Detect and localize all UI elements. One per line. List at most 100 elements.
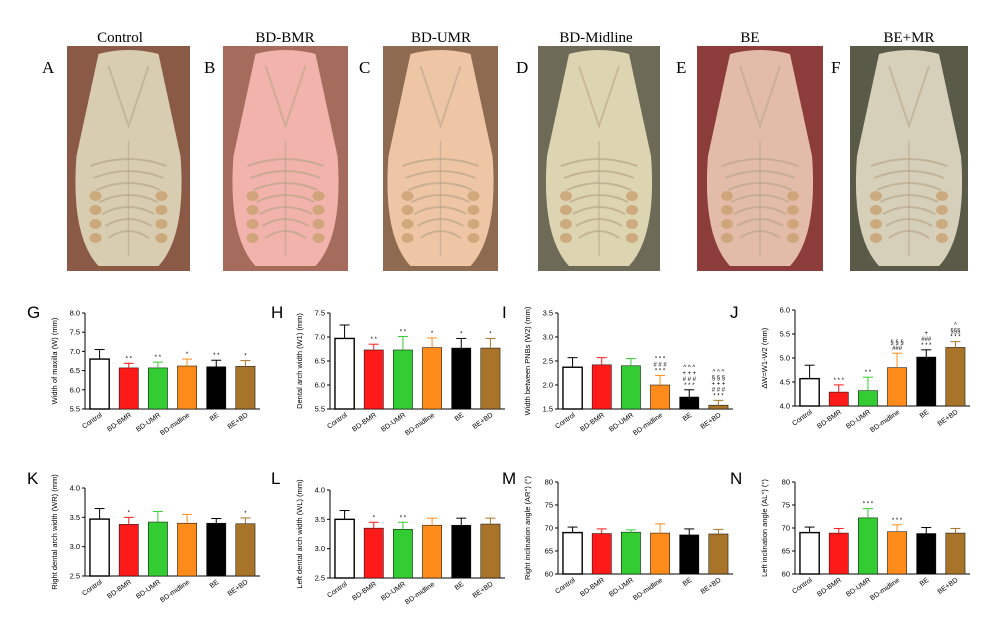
x-tick-label: Control bbox=[554, 412, 577, 431]
x-tick-label: BE+BD bbox=[472, 581, 495, 600]
palate-photo-b bbox=[223, 46, 348, 271]
bar-be bbox=[451, 524, 472, 579]
y-tick-label: 3.5 bbox=[315, 515, 325, 524]
bar-be+bd bbox=[480, 347, 501, 410]
x-tick-label: BE bbox=[682, 577, 694, 588]
x-tick-label: BE+BD bbox=[700, 577, 723, 596]
x-tick-label: BE bbox=[209, 412, 221, 423]
chart-letter-m: M bbox=[502, 469, 516, 488]
significance-mark: * bbox=[489, 331, 492, 337]
x-tick-label: BE bbox=[682, 412, 694, 423]
significance-mark: ^ ^ ^ bbox=[713, 369, 725, 375]
significance-mark: + + + bbox=[682, 371, 696, 377]
bar-bd-bmr bbox=[118, 524, 139, 577]
x-tick-label: BE+BD bbox=[937, 409, 960, 428]
significance-mark: §§§ bbox=[950, 329, 960, 335]
bar-bd-umr bbox=[393, 529, 413, 579]
x-tick-label: BD-midline bbox=[869, 409, 901, 434]
y-tick-label: 5.0 bbox=[780, 354, 790, 363]
chart-letter-g: G bbox=[27, 303, 40, 322]
x-tick-label: BD-midline bbox=[869, 577, 901, 602]
y-tick-label: 6.0 bbox=[780, 306, 790, 315]
bar-bd-umr bbox=[621, 365, 641, 410]
x-tick-label: BD-midline bbox=[159, 579, 191, 604]
x-tick-label: BD-UMR bbox=[135, 579, 162, 601]
x-tick-label: BE bbox=[919, 409, 931, 420]
y-tick-label: 3.5 bbox=[70, 513, 80, 522]
palate-photo-c bbox=[383, 46, 498, 271]
bar-be bbox=[679, 534, 700, 575]
bar-bd-midline bbox=[422, 347, 442, 410]
significance-mark: ^ ^ ^ bbox=[683, 365, 695, 371]
bar-be+bd bbox=[235, 523, 256, 577]
y-axis-label: Left dental arch width (WL) (mm) bbox=[295, 479, 304, 589]
bar-bd-bmr bbox=[828, 532, 849, 575]
significance-mark: * * * bbox=[950, 335, 961, 341]
significance-mark: * bbox=[128, 510, 131, 516]
chart-j: J ∆W=W1-W2 (mm) 4.0 4.5 5.0 5.5 6.0 Control * * … bbox=[730, 303, 970, 434]
y-tick-label: 80 bbox=[782, 478, 790, 487]
x-tick-label: BE+BD bbox=[472, 412, 495, 431]
y-tick-label: 60 bbox=[782, 570, 790, 579]
y-tick-label: 7.0 bbox=[315, 333, 325, 342]
chart-letter-i: I bbox=[502, 303, 507, 322]
x-tick-label: BD-BMR bbox=[351, 581, 378, 603]
x-tick-label: BD-midline bbox=[404, 581, 436, 606]
bar-be bbox=[206, 366, 227, 410]
y-tick-label: 65 bbox=[545, 547, 553, 556]
significance-mark: * * bbox=[400, 330, 407, 336]
chart-k: K Right dental arch width (WR) (mm) 2.5 3.0… bbox=[27, 469, 260, 604]
photo-title-3: BD-Midline bbox=[559, 30, 633, 46]
bar-bd-umr bbox=[858, 390, 878, 407]
significance-mark: * * * bbox=[834, 378, 845, 384]
panel-letter-d: D bbox=[516, 58, 529, 77]
bar-bd-bmr bbox=[591, 533, 612, 575]
y-tick-label: 4.0 bbox=[780, 402, 790, 411]
bar-be+bd bbox=[708, 404, 729, 410]
x-tick-label: BD-UMR bbox=[380, 581, 407, 603]
y-tick-label: 70 bbox=[782, 524, 790, 533]
panel-letter-a: A bbox=[42, 58, 55, 77]
y-tick-label: 2.0 bbox=[543, 381, 553, 390]
significance-mark: * * * bbox=[713, 393, 724, 399]
x-tick-label: Control bbox=[791, 577, 814, 596]
y-tick-label: 2.5 bbox=[70, 572, 80, 581]
bar-bd-umr bbox=[858, 517, 878, 575]
chart-h: H Dental arch width (W1) (mm) 5.5 6.0 6.5 7.0… bbox=[271, 303, 505, 437]
x-tick-label: Control bbox=[326, 412, 349, 431]
significance-mark: * * bbox=[155, 355, 162, 361]
bar-bd-umr bbox=[393, 349, 413, 410]
x-tick-label: Control bbox=[81, 412, 104, 431]
bar-control bbox=[799, 377, 820, 407]
chart-g: G Width of maxilla (W) (mm) 5.5 6.0 6.5 7.0 7.… bbox=[27, 303, 260, 437]
significance-mark: # # # bbox=[653, 362, 667, 368]
chart-letter-k: K bbox=[27, 469, 39, 488]
significance-mark: * bbox=[244, 511, 247, 517]
bar-bd-bmr bbox=[118, 367, 139, 410]
y-tick-label: 7.5 bbox=[70, 328, 80, 337]
bar-be bbox=[206, 522, 227, 577]
significance-mark: * bbox=[460, 331, 463, 337]
y-tick-label: 8.0 bbox=[70, 309, 80, 318]
y-tick-label: 2.5 bbox=[543, 357, 553, 366]
bar-bd-umr bbox=[148, 521, 168, 577]
x-tick-label: BE bbox=[209, 579, 221, 590]
photo-title-0: Control bbox=[97, 30, 143, 46]
significance-mark: * bbox=[431, 331, 434, 337]
x-tick-label: BD-BMR bbox=[816, 409, 843, 431]
significance-mark: * bbox=[186, 352, 189, 358]
bar-be+bd bbox=[480, 523, 501, 579]
y-tick-label: 60 bbox=[545, 570, 553, 579]
palate-photo-f bbox=[850, 46, 968, 271]
y-tick-label: 3.5 bbox=[543, 309, 553, 318]
palate-photo-e bbox=[697, 46, 823, 271]
significance-mark: ^ bbox=[954, 323, 957, 329]
significance-mark: * * * bbox=[892, 518, 903, 524]
significance-mark: * * bbox=[126, 356, 133, 362]
bar-bd-midline bbox=[887, 367, 907, 407]
bar-bd-bmr bbox=[363, 349, 384, 410]
significance-mark: * * bbox=[213, 353, 220, 359]
x-tick-label: BE bbox=[454, 412, 466, 423]
photo-title-1: BD-BMR bbox=[255, 30, 315, 46]
